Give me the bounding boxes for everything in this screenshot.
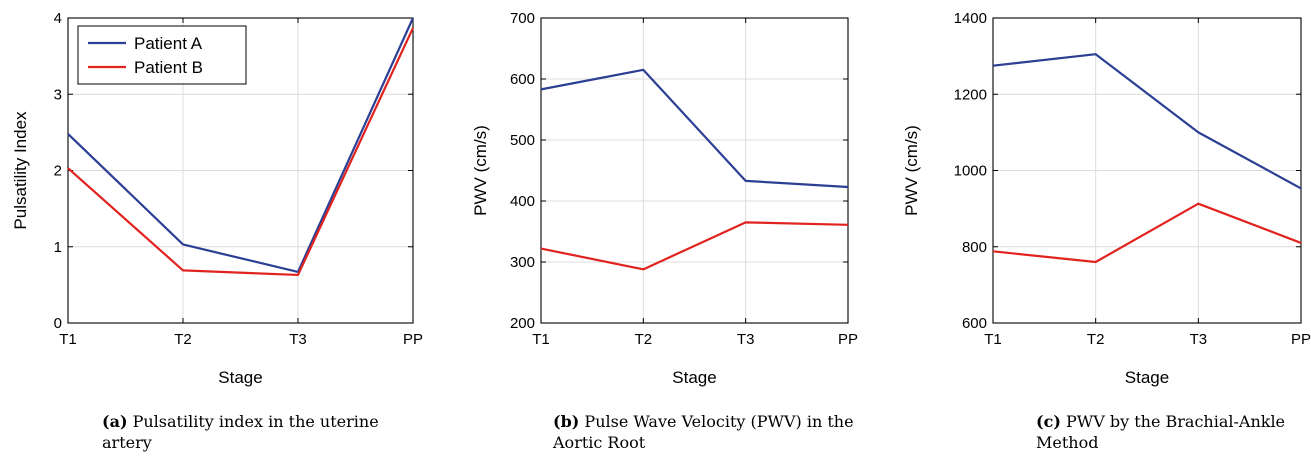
x-axis-label: Stage xyxy=(672,368,716,387)
caption-b: (b) Pulse Wave Velocity (PWV) in the Aor… xyxy=(553,411,883,453)
axes-box xyxy=(540,17,849,324)
series-line-red xyxy=(540,221,849,271)
x-tick-label: T3 xyxy=(1190,331,1208,348)
y-tick-label: 500 xyxy=(510,132,535,149)
y-tick-label: 1400 xyxy=(954,10,987,27)
x-axis-label: Stage xyxy=(218,368,262,387)
x-tick-label: PP xyxy=(403,331,423,348)
series-line-blue xyxy=(67,17,415,274)
x-tick-label: T2 xyxy=(635,331,653,348)
series-line-blue xyxy=(540,68,849,189)
series-line-blue xyxy=(992,53,1302,190)
y-tick-label: 600 xyxy=(962,315,987,332)
y-axis-label: PWV (cm/s) xyxy=(471,125,490,216)
y-tick-label: 800 xyxy=(962,239,987,256)
caption-a-text: Pulsatility index in the uterine artery xyxy=(102,412,379,452)
chart-c: 600 800 1000 1200 1400 T1 T2 T3 PP Stage PWV (cm/s… xyxy=(902,10,1311,387)
legend-label: Patient B xyxy=(134,58,203,77)
caption-a: (a) Pulsatility index in the uterine art… xyxy=(102,411,402,453)
x-tick-label: T1 xyxy=(59,331,77,348)
caption-a-tag: (a) xyxy=(102,412,128,431)
x-tick-label: PP xyxy=(1291,331,1311,348)
y-axis-label: Pulsatility Index xyxy=(11,111,30,230)
y-tick-label: 1 xyxy=(54,239,62,256)
x-tick-label: T1 xyxy=(984,331,1002,348)
x-tick-label: T3 xyxy=(289,331,307,348)
chart-b: 200 300 400 500 600 700 T1 T2 T3 PP Stage PWV (cm/s… xyxy=(471,10,858,387)
legend-box xyxy=(77,25,247,85)
x-tick-label: T2 xyxy=(1087,331,1105,348)
x-tick-label: T2 xyxy=(174,331,192,348)
y-tick-label: 400 xyxy=(510,193,535,210)
chart-a: 0 1 2 3 4 T1 T2 T3 PP Stage Pulsatility Index Patie… xyxy=(11,10,423,387)
y-tick-label: 1200 xyxy=(954,86,987,103)
caption-c-tag: (c) xyxy=(1036,412,1061,431)
series-line-red xyxy=(67,27,414,277)
y-tick-label: 200 xyxy=(510,315,535,332)
caption-b-text: Pulse Wave Velocity (PWV) in the Aortic … xyxy=(553,412,854,452)
y-tick-label: 4 xyxy=(54,10,62,27)
legend-label: Patient A xyxy=(134,34,203,53)
y-tick-label: 1000 xyxy=(954,163,987,180)
caption-b-tag: (b) xyxy=(553,412,580,431)
y-tick-label: 0 xyxy=(54,315,62,332)
legend: Patient A Patient B xyxy=(77,25,247,85)
x-tick-label: T1 xyxy=(532,331,550,348)
y-tick-label: 300 xyxy=(510,254,535,271)
y-tick-label: 600 xyxy=(510,71,535,88)
caption-c: (c) PWV by the Brachial-Ankle Method xyxy=(1036,411,1308,453)
y-tick-label: 700 xyxy=(510,10,535,27)
series-line-red xyxy=(992,202,1302,264)
y-tick-label: 3 xyxy=(54,86,62,103)
x-tick-label: T3 xyxy=(737,331,755,348)
y-tick-label: 2 xyxy=(54,163,62,180)
x-tick-label: PP xyxy=(838,331,858,348)
y-axis-label: PWV (cm/s) xyxy=(902,125,921,216)
x-axis-label: Stage xyxy=(1125,368,1169,387)
caption-c-text: PWV by the Brachial-Ankle Method xyxy=(1036,412,1286,452)
